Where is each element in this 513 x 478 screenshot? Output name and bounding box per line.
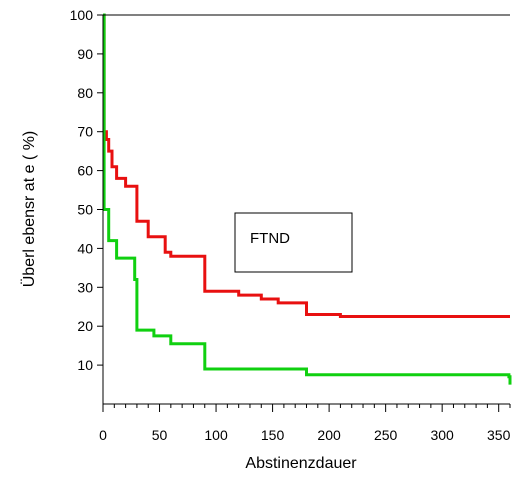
x-axis-title: Abstinenzdauer [245,455,357,472]
x-tick-label: 100 [204,427,228,443]
y-tick-label: 10 [77,357,93,373]
x-tick-label: 150 [261,427,285,443]
y-tick-label: 100 [70,7,94,23]
x-tick-label: 250 [374,427,398,443]
y-tick-label: 30 [77,279,93,295]
y-tick-label: 80 [77,85,93,101]
series-line-2 [102,13,512,385]
series-line-1 [102,13,510,318]
x-tick-label: 300 [430,427,454,443]
x-tick-label: 350 [487,427,511,443]
x-tick-label: 200 [317,427,341,443]
annotation-text: FTND [250,230,290,247]
y-tick-label: 50 [77,202,93,218]
y-tick-label: 20 [77,318,93,334]
x-tick-label: 50 [152,427,168,443]
y-tick-label: 60 [77,163,93,179]
y-tick-label: 70 [77,124,93,140]
x-tick-label: 0 [99,427,107,443]
y-axis-title: Überl ebensr at e ( %) [20,131,38,288]
annotation-box [234,212,353,273]
y-tick-label: 40 [77,240,93,256]
y-tick-label: 90 [77,46,93,62]
